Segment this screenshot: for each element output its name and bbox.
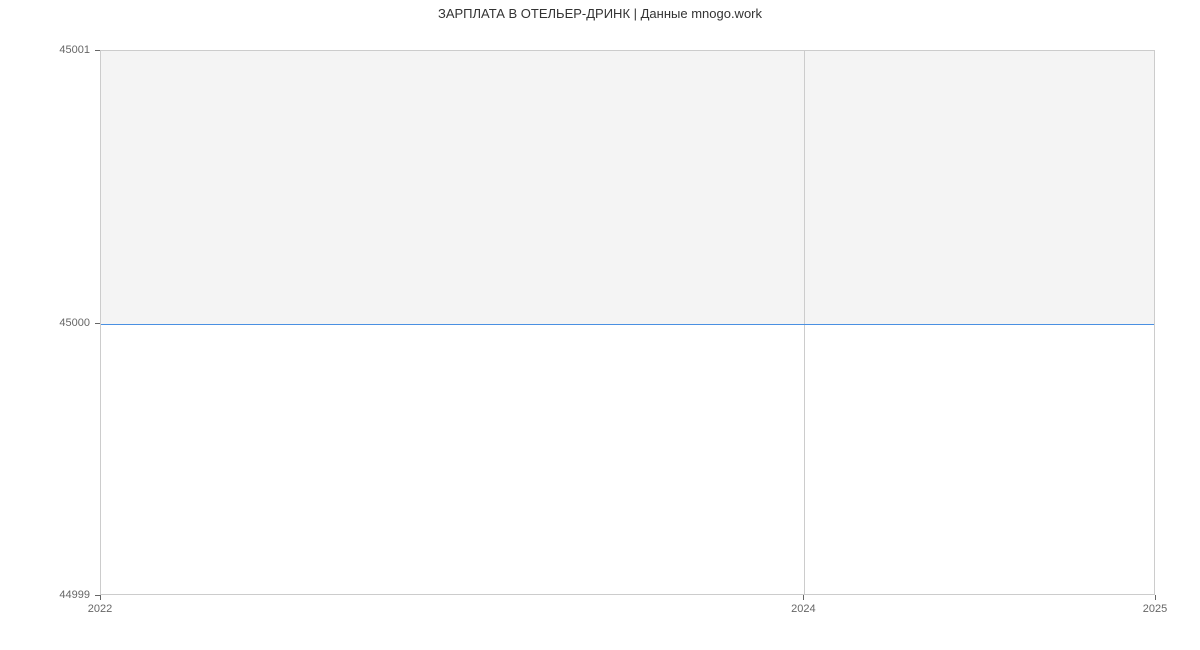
x-gridline [804,51,805,594]
plot-area [100,50,1155,595]
y-tick-mark [95,323,100,324]
x-tick-mark [100,595,101,600]
shaded-band [101,51,1154,324]
y-tick-label: 45000 [50,317,90,329]
y-tick-label: 45001 [50,44,90,56]
y-tick-mark [95,50,100,51]
chart-title: ЗАРПЛАТА В ОТЕЛЬЕР-ДРИНК | Данные mnogo.… [0,6,1200,21]
x-tick-label: 2025 [1143,603,1167,615]
x-tick-label: 2022 [88,603,112,615]
x-tick-label: 2024 [791,603,815,615]
salary-chart: ЗАРПЛАТА В ОТЕЛЬЕР-ДРИНК | Данные mnogo.… [0,0,1200,650]
series-line-salary [101,324,1154,325]
y-tick-label: 44999 [50,589,90,601]
x-tick-mark [1155,595,1156,600]
x-tick-mark [803,595,804,600]
